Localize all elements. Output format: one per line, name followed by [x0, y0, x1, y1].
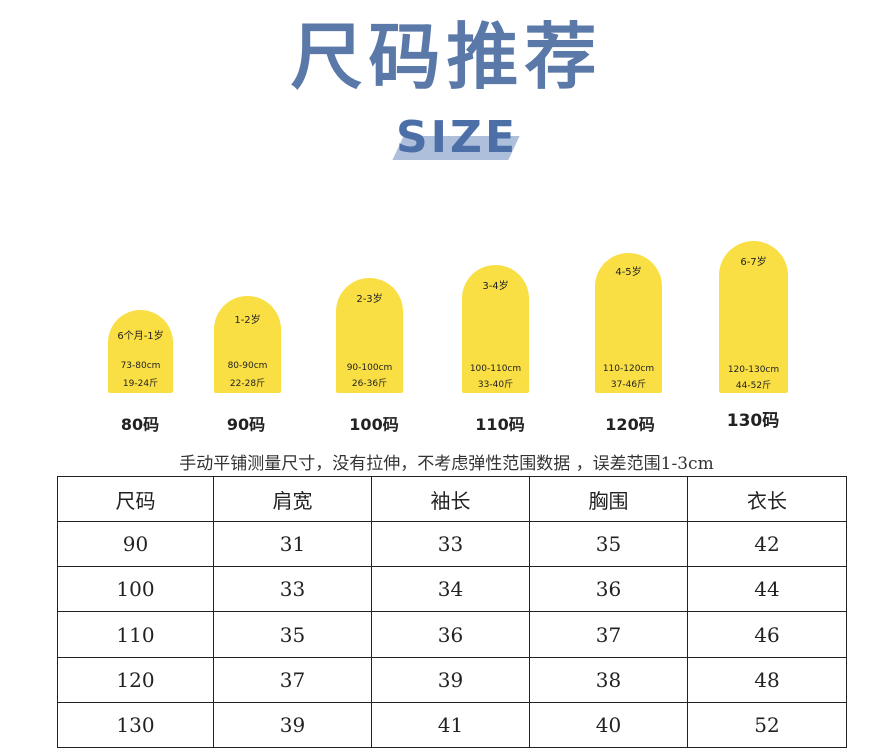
badge-age: 6-7岁 [740, 257, 767, 268]
size-badge-110: 3-4岁 100-110cm 33-40斤 [462, 265, 529, 393]
table-cell: 40 [529, 701, 688, 748]
col-header-length: 衣长 [687, 475, 847, 523]
table-cell: 42 [687, 521, 847, 568]
table-cell: 31 [213, 521, 372, 568]
table-row: 130 39 41 40 52 [57, 701, 847, 748]
badge-weight: 33-40斤 [477, 380, 514, 390]
table-cell: 44 [687, 566, 847, 613]
page-title: 尺码推荐 [290, 15, 603, 99]
size-code-90: 90码 [226, 415, 266, 434]
table-cell: 120 [57, 656, 214, 703]
table-cell: 36 [371, 611, 530, 658]
table-cell: 100 [57, 566, 214, 613]
badge-age: 4-5岁 [615, 267, 642, 278]
col-header-size: 尺码 [57, 475, 214, 523]
badge-weight: 26-36斤 [351, 379, 388, 389]
table-cell: 39 [371, 656, 530, 703]
size-code-130: 130码 [726, 411, 780, 431]
table-cell: 48 [687, 656, 847, 703]
table-row: 110 35 36 37 46 [57, 611, 847, 658]
table-cell: 39 [213, 701, 372, 748]
badge-height: 100-110cm [469, 364, 522, 374]
table-cell: 33 [213, 566, 372, 613]
size-logo: SIZE [392, 110, 522, 166]
badge-age: 2-3岁 [356, 294, 383, 305]
size-badge-120: 4-5岁 110-120cm 37-46斤 [595, 253, 662, 393]
table-header-row: 尺码 肩宽 袖长 胸围 衣长 [57, 475, 847, 523]
size-code-100: 100码 [349, 415, 399, 434]
badge-weight: 19-24斤 [122, 379, 159, 389]
table-cell: 37 [529, 611, 688, 658]
size-code-110: 110码 [475, 415, 525, 434]
table-cell: 130 [57, 701, 214, 748]
table-row: 120 37 39 38 48 [57, 656, 847, 703]
size-badge-100: 2-3岁 90-100cm 26-36斤 [336, 278, 403, 393]
table-cell: 36 [529, 566, 688, 613]
table-cell: 33 [371, 521, 530, 568]
measurement-note: 手动平铺测量尺寸，没有拉伸，不考虑弹性范围数据 ，误差范围1-3cm [179, 454, 714, 474]
badge-height: 80-90cm [227, 361, 268, 371]
size-badge-90: 1-2岁 80-90cm 22-28斤 [214, 296, 281, 393]
table-cell: 110 [57, 611, 214, 658]
size-code-120: 120码 [605, 415, 655, 434]
badge-age: 1-2岁 [234, 315, 261, 326]
size-code-80: 80码 [120, 415, 160, 434]
badge-height: 73-80cm [120, 361, 161, 371]
badge-height: 120-130cm [727, 365, 780, 375]
table-cell: 46 [687, 611, 847, 658]
col-header-chest: 胸围 [529, 475, 688, 523]
size-badge-130: 6-7岁 120-130cm 44-52斤 [719, 241, 788, 393]
size-badge-80: 6个月-1岁 73-80cm 19-24斤 [108, 310, 173, 393]
table-cell: 37 [213, 656, 372, 703]
table-cell: 35 [529, 521, 688, 568]
table-cell: 35 [213, 611, 372, 658]
badge-weight: 22-28斤 [229, 379, 266, 389]
table-cell: 52 [687, 701, 847, 748]
table-cell: 41 [371, 701, 530, 748]
size-subtitle: SIZE [395, 112, 519, 163]
table-row: 100 33 34 36 44 [57, 566, 847, 613]
col-header-shoulder: 肩宽 [213, 475, 372, 523]
badge-age: 6个月-1岁 [117, 331, 164, 342]
badge-height: 90-100cm [346, 363, 393, 373]
col-header-sleeve: 袖长 [371, 475, 530, 523]
badge-height: 110-120cm [602, 364, 655, 374]
badge-weight: 44-52斤 [735, 381, 772, 391]
size-table: 尺码 肩宽 袖长 胸围 衣长 90 31 33 35 42 100 33 34 … [57, 475, 847, 748]
table-cell: 90 [57, 521, 214, 568]
table-cell: 38 [529, 656, 688, 703]
table-row: 90 31 33 35 42 [57, 521, 847, 568]
table-cell: 34 [371, 566, 530, 613]
badge-age: 3-4岁 [482, 281, 509, 292]
badge-weight: 37-46斤 [610, 380, 647, 390]
